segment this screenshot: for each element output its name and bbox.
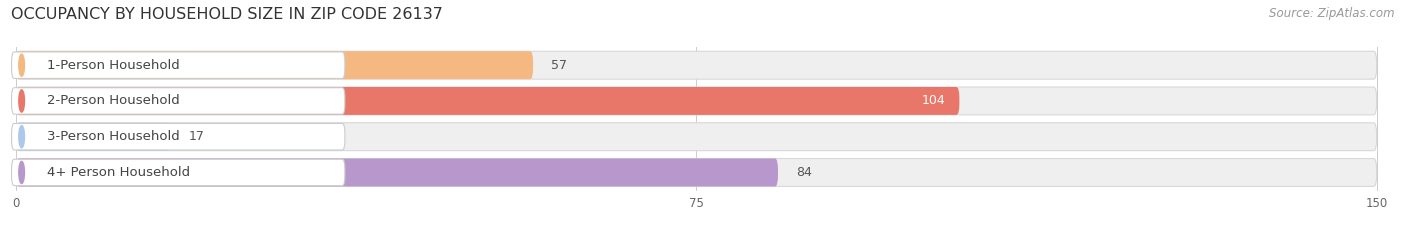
FancyBboxPatch shape <box>15 87 959 115</box>
FancyBboxPatch shape <box>11 123 344 150</box>
Text: 4+ Person Household: 4+ Person Household <box>48 166 190 179</box>
FancyBboxPatch shape <box>15 51 1376 79</box>
Circle shape <box>18 161 24 184</box>
FancyBboxPatch shape <box>11 159 344 186</box>
FancyBboxPatch shape <box>15 51 533 79</box>
Text: 3-Person Household: 3-Person Household <box>48 130 180 143</box>
Text: OCCUPANCY BY HOUSEHOLD SIZE IN ZIP CODE 26137: OCCUPANCY BY HOUSEHOLD SIZE IN ZIP CODE … <box>11 7 443 22</box>
FancyBboxPatch shape <box>15 123 170 151</box>
Text: Source: ZipAtlas.com: Source: ZipAtlas.com <box>1270 7 1395 20</box>
FancyBboxPatch shape <box>15 123 1376 151</box>
Text: 57: 57 <box>551 59 567 72</box>
FancyBboxPatch shape <box>15 158 778 186</box>
Text: 17: 17 <box>188 130 204 143</box>
Text: 1-Person Household: 1-Person Household <box>48 59 180 72</box>
Circle shape <box>18 54 24 76</box>
FancyBboxPatch shape <box>15 158 1376 186</box>
Text: 84: 84 <box>796 166 813 179</box>
Text: 2-Person Household: 2-Person Household <box>48 94 180 107</box>
FancyBboxPatch shape <box>11 88 344 114</box>
FancyBboxPatch shape <box>15 87 1376 115</box>
Circle shape <box>18 90 24 112</box>
Circle shape <box>18 126 24 148</box>
FancyBboxPatch shape <box>11 52 344 79</box>
Text: 104: 104 <box>922 94 946 107</box>
